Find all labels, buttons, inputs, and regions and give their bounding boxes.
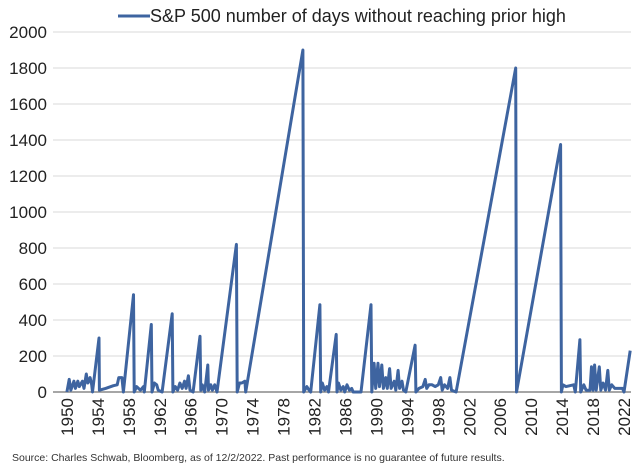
y-tick-label: 1800 xyxy=(9,59,47,78)
source-note: Source: Charles Schwab, Bloomberg, as of… xyxy=(12,452,505,464)
y-tick-label: 600 xyxy=(19,275,47,294)
x-tick-label: 2022 xyxy=(615,398,634,436)
x-tick-label: 1970 xyxy=(213,398,232,436)
x-tick-label: 1986 xyxy=(336,398,355,436)
y-tick-label: 1600 xyxy=(9,95,47,114)
line-chart: 0 200 400 600 800 1000 1200 1400 1600 1800 2000 19… xyxy=(9,6,634,436)
x-tick-label: 1998 xyxy=(429,398,448,436)
y-tick-label: 1400 xyxy=(9,131,47,150)
y-tick-label: 1000 xyxy=(9,203,47,222)
y-tick-label: 800 xyxy=(19,239,47,258)
x-tick-label: 1982 xyxy=(306,398,325,436)
x-tick-label: 1974 xyxy=(244,398,263,436)
y-tick-label: 2000 xyxy=(9,23,47,42)
x-tick-label: 2010 xyxy=(522,398,541,436)
x-axis-ticks: 1950 1954 1958 1962 1966 1970 1974 1978 1982 1986… xyxy=(58,398,634,436)
x-tick-label: 1978 xyxy=(275,398,294,436)
x-tick-label: 1966 xyxy=(182,398,201,436)
series-line-days-without-high xyxy=(65,48,632,394)
x-tick-label: 2006 xyxy=(491,398,510,436)
x-tick-label: 2002 xyxy=(460,398,479,436)
x-tick-label: 1958 xyxy=(120,398,139,436)
gridlines xyxy=(53,31,631,357)
x-tick-label: 2018 xyxy=(584,398,603,436)
legend: S&P 500 number of days without reaching … xyxy=(118,6,566,26)
x-tick-label: 2014 xyxy=(553,398,572,436)
y-tick-label: 200 xyxy=(19,347,47,366)
y-tick-label: 400 xyxy=(19,311,47,330)
y-tick-label: 1200 xyxy=(9,167,47,186)
x-tick-label: 1954 xyxy=(89,398,108,436)
y-tick-label: 0 xyxy=(38,383,47,402)
y-axis-ticks: 0 200 400 600 800 1000 1200 1400 1600 1800 2000 xyxy=(9,23,47,402)
x-tick-label: 1990 xyxy=(367,398,386,436)
legend-label: S&P 500 number of days without reaching … xyxy=(150,6,566,26)
x-tick-label: 1962 xyxy=(151,398,170,436)
x-tick-label: 1950 xyxy=(58,398,77,436)
x-tick-label: 1994 xyxy=(398,398,417,436)
